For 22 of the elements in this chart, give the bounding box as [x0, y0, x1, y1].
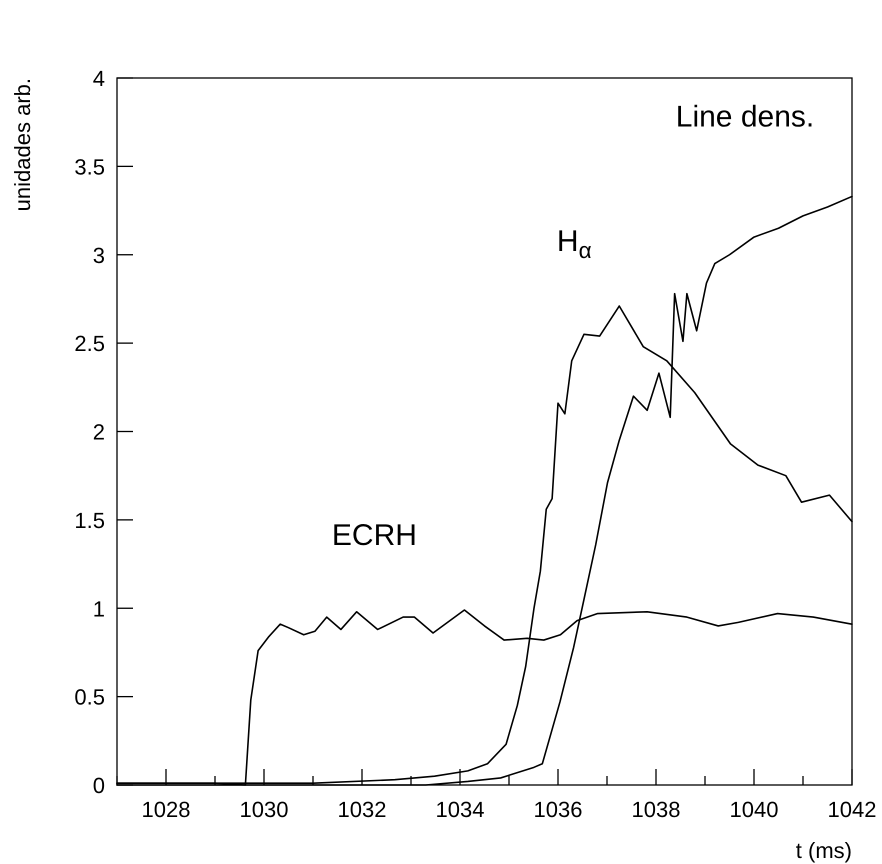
x-tick-label: 1032: [338, 797, 386, 822]
y-tick-label: 3: [92, 242, 105, 268]
y-tick-label: 1.5: [74, 508, 105, 533]
text: ECRH: [332, 519, 417, 552]
x-tick-label: 1036: [534, 797, 582, 822]
y-axis-title: unidades arb.: [10, 78, 35, 212]
text: Line dens.: [676, 100, 814, 134]
y-tick-label: 1: [92, 596, 105, 622]
y-tick-label: 0.5: [74, 684, 105, 710]
y-tick-label: 3.5: [74, 154, 105, 180]
y-tick-label: 2: [92, 420, 105, 444]
x-tick-label: 1040: [730, 797, 778, 822]
y-tick-label: 0: [92, 773, 105, 798]
y-tick-label: 2.5: [74, 331, 105, 356]
y-tick-label: 4: [92, 66, 105, 91]
x-tick-label: 1038: [632, 797, 680, 822]
x-axis-title: t (ms): [796, 838, 852, 863]
x-tick-label: 1034: [436, 797, 484, 822]
series-label: H$_{α}$: [556, 225, 592, 263]
x-tick-label: 1028: [142, 797, 190, 822]
x-tick-label: 1042: [828, 797, 876, 822]
x-tick-label: 1030: [240, 797, 288, 822]
